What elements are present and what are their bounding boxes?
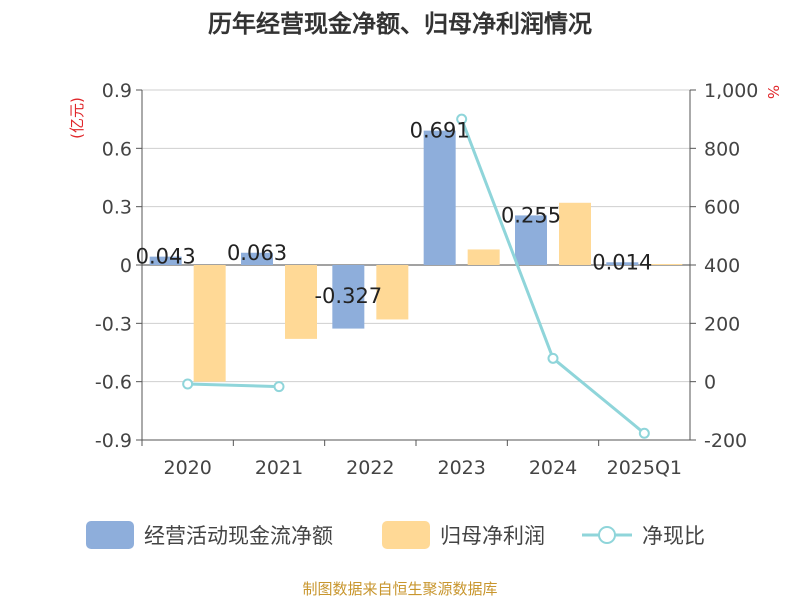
cash-ratio-line [460,118,646,435]
cash-flow-bar [332,265,365,329]
net-profit-bar [559,202,591,265]
legend-swatch-cash-flow [86,521,134,549]
cash-ratio-point [547,352,559,364]
right-axis-unit: % [764,85,782,99]
cash-flow-data-label: 0.063 [227,241,287,265]
right-tick-label: 400 [704,255,740,277]
cash-flow-data-label: 0.691 [410,119,470,143]
net-profit-bar [193,265,226,382]
left-tick-label: -0.9 [95,430,132,452]
net-profit-bar [285,265,317,339]
category-label: 2023 [437,457,485,479]
cash-flow-bar [515,215,547,265]
net-profit-bar [376,265,409,320]
category-label: 2021 [255,457,303,479]
cash-flow-data-label: 0.043 [136,245,196,269]
net-profit-bar [650,264,683,266]
cash-ratio-point [638,427,650,439]
cash-flow-bar [606,262,639,265]
net-profit-bar [467,249,500,265]
cash-ratio-line [187,382,280,389]
cash-ratio-point [273,381,285,393]
left-tick-label: 0.9 [102,80,132,102]
legend-label-net-profit: 归母净利润 [440,524,545,548]
left-axis-unit: (亿元) [68,97,86,139]
cash-flow-data-label: 0.255 [501,203,561,227]
legend-swatch-net-profit [382,521,430,549]
cash-ratio-point [182,378,194,390]
category-label: 2022 [346,457,394,479]
legend-label-cash-ratio: 净现比 [642,524,705,548]
right-tick-label: 0 [704,372,716,394]
right-tick-label: -200 [704,430,747,452]
legend-label-cash-flow: 经营活动现金流净额 [144,524,333,548]
left-tick-label: 0.3 [102,197,132,219]
cash-flow-bar [241,252,273,265]
cash-flow-bar [149,256,182,265]
cash-ratio-point [456,113,468,125]
left-tick-label: -0.6 [95,372,132,394]
cash-flow-data-label: 0.014 [592,250,652,274]
category-label: 2024 [529,457,577,479]
cash-flow-bar [423,130,456,265]
source-note: 制图数据来自恒生聚源数据库 [302,580,497,598]
category-label: 2020 [163,457,211,479]
left-tick-label: 0 [120,255,132,277]
right-tick-label: 1,000 [704,80,758,102]
chart-title: 历年经营现金净额、归母净利润情况 [208,10,592,38]
category-label: 2025Q1 [607,457,682,479]
right-tick-label: 600 [704,197,740,219]
right-tick-label: 800 [704,138,740,160]
right-tick-label: 200 [704,313,740,335]
legend-marker-cash-ratio [598,526,616,544]
left-tick-label: -0.3 [95,313,132,335]
left-tick-label: 0.6 [102,138,132,160]
cash-flow-data-label: -0.327 [314,284,382,308]
